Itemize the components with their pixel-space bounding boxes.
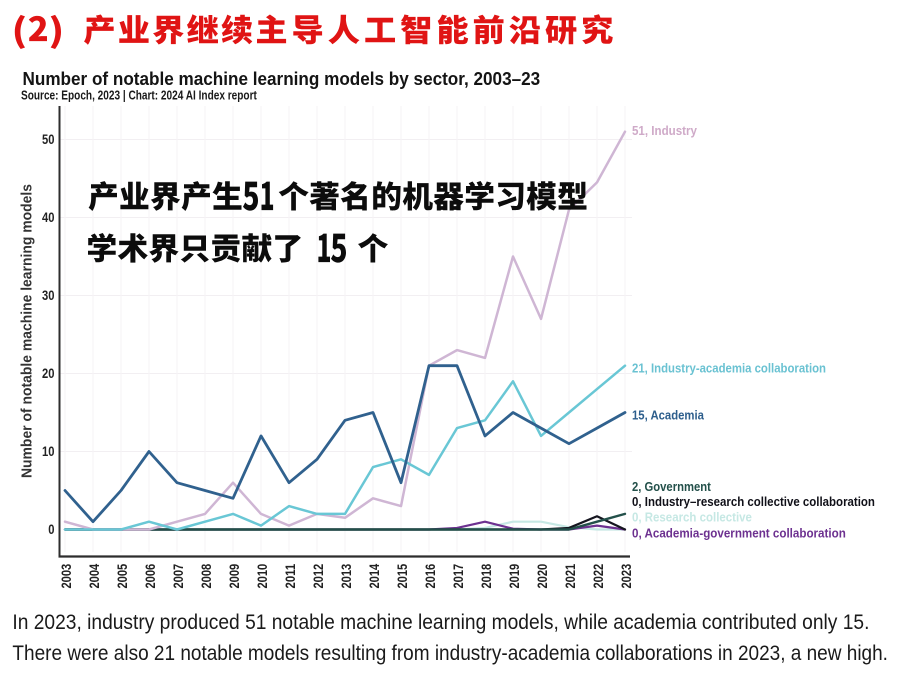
- svg-text:Source: Epoch, 2023 | Chart: 2: Source: Epoch, 2023 | Chart: 2024 AI Ind…: [21, 88, 257, 103]
- svg-text:2018: 2018: [479, 564, 494, 589]
- svg-text:0: 0: [48, 522, 54, 537]
- svg-text:2017: 2017: [451, 564, 466, 589]
- svg-text:2016: 2016: [423, 564, 438, 589]
- svg-text:51, Industry: 51, Industry: [632, 124, 697, 139]
- svg-text:2019: 2019: [507, 564, 522, 589]
- svg-text:2010: 2010: [255, 564, 270, 589]
- svg-text:0, Academia-government collabo: 0, Academia-government collaboration: [632, 526, 846, 541]
- svg-text:2023: 2023: [619, 564, 634, 589]
- svg-text:2012: 2012: [311, 564, 326, 589]
- svg-text:There were also 21 notable mod: There were also 21 notable models result…: [12, 642, 888, 665]
- svg-text:2003: 2003: [59, 564, 74, 589]
- svg-text:0, Industry–research collectiv: 0, Industry–research collective collabor…: [632, 495, 875, 510]
- svg-text:2009: 2009: [227, 564, 242, 589]
- svg-text:2022: 2022: [591, 564, 606, 589]
- svg-text:2007: 2007: [171, 564, 186, 589]
- svg-text:Number of notable machine lear: Number of notable machine learning model…: [19, 184, 36, 478]
- svg-text:2008: 2008: [199, 564, 214, 589]
- svg-text:2015: 2015: [395, 564, 410, 589]
- svg-text:2005: 2005: [115, 564, 130, 589]
- svg-text:50: 50: [42, 132, 55, 147]
- svg-text:Number of notable machine lear: Number of notable machine learning model…: [23, 69, 541, 90]
- svg-text:10: 10: [42, 444, 55, 459]
- svg-text:30: 30: [42, 288, 55, 303]
- svg-text:15, Academia: 15, Academia: [632, 408, 704, 423]
- svg-text:20: 20: [42, 366, 55, 381]
- svg-text:21, Industry-academia collabor: 21, Industry-academia collaboration: [632, 361, 826, 376]
- svg-text:2013: 2013: [339, 564, 354, 589]
- svg-text:2011: 2011: [283, 564, 298, 589]
- svg-text:40: 40: [42, 210, 55, 225]
- svg-text:0, Research collective: 0, Research collective: [632, 510, 752, 525]
- svg-text:2020: 2020: [535, 564, 550, 589]
- svg-text:2014: 2014: [367, 564, 382, 589]
- svg-text:In 2023, industry produced 51: In 2023, industry produced 51 notable ma…: [12, 611, 869, 634]
- svg-text:2006: 2006: [143, 564, 158, 589]
- svg-text:2021: 2021: [563, 564, 578, 589]
- svg-text:2, Government: 2, Government: [632, 480, 711, 495]
- svg-text:2004: 2004: [87, 564, 102, 589]
